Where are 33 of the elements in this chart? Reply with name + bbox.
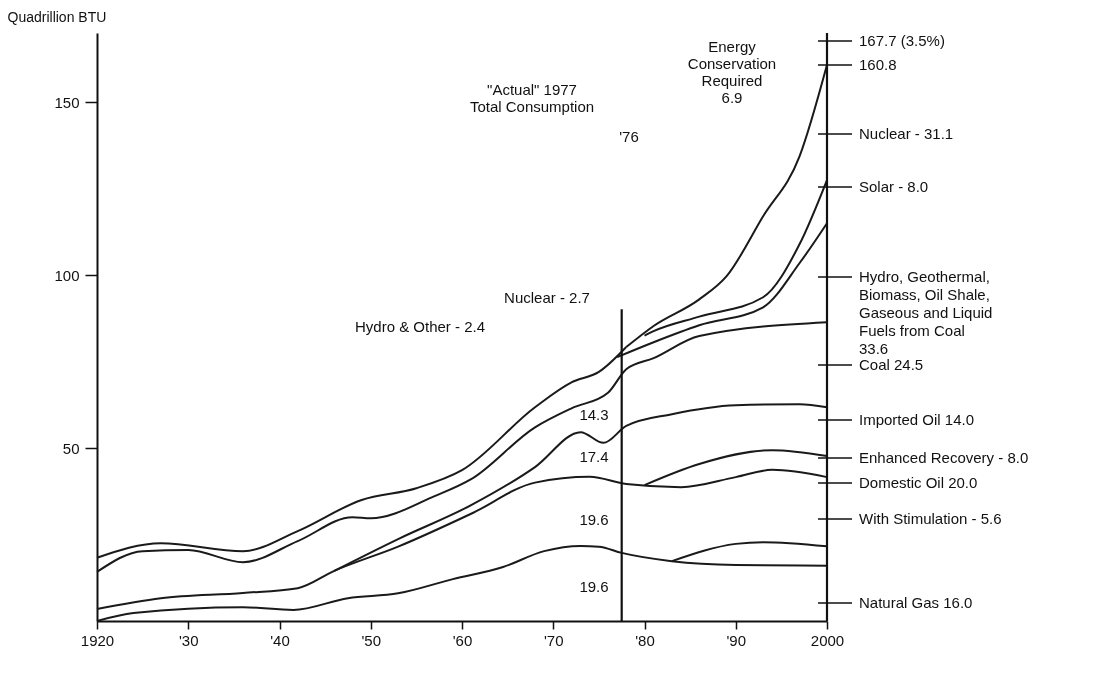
y-tick-label: 100 — [54, 266, 80, 284]
annotation: Energy Conservation Required 6.9 — [687, 38, 777, 106]
annotation: 14.3 — [579, 406, 609, 423]
x-tick-label: '50 — [361, 631, 382, 649]
text: Solar - 8.0 — [859, 178, 929, 195]
y-tick-label: 150 — [54, 93, 80, 111]
text: Domestic Oil 20.0 — [859, 474, 978, 491]
x-tick-label: 2000 — [810, 631, 845, 649]
x-tick-label: 1920 — [80, 631, 115, 649]
annotation: 19.6 — [579, 511, 609, 528]
annotation: Hydro & Other - 2.4 — [354, 318, 486, 335]
text: 160.8 — [859, 56, 897, 73]
y-axis-title: Quadrillion BTU — [7, 8, 107, 25]
annotation: 19.6 — [579, 578, 609, 595]
text: Enhanced Recovery - 8.0 — [859, 449, 1029, 466]
text: Natural Gas 16.0 — [859, 594, 973, 611]
text: 167.7 (3.5%) — [859, 32, 945, 49]
annotation: Nuclear - 2.7 — [504, 289, 590, 306]
x-tick-label: '60 — [452, 631, 473, 649]
text: Hydro, Geothermal, Biomass, Oil Shale, Gaseous and Liquid Fuels from Coal 33.6 — [859, 268, 993, 357]
x-tick-label: '80 — [635, 631, 655, 649]
text: Nuclear - 31.1 — [859, 125, 954, 142]
annotation: 17.4 — [579, 448, 609, 465]
x-tick-label: '70 — [543, 631, 564, 649]
annotation: '76 — [619, 128, 639, 145]
x-tick-label: '30 — [178, 631, 199, 649]
x-tick-label: '40 — [270, 631, 290, 649]
annotation: "Actual" 1977 Total Consumption — [469, 81, 595, 115]
y-tick-label: 50 — [62, 439, 80, 457]
x-tick-label: '90 — [726, 631, 747, 649]
text: Coal 24.5 — [859, 356, 924, 373]
text: With Stimulation - 5.6 — [859, 510, 1002, 527]
text: Imported Oil 14.0 — [859, 411, 975, 428]
